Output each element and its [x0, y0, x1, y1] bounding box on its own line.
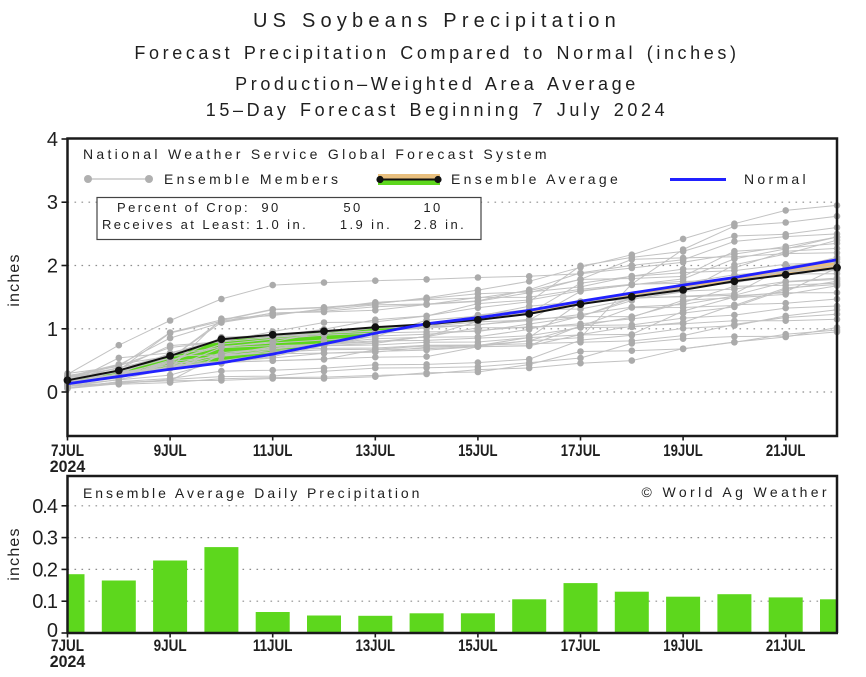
svg-text:11JUL: 11JUL: [253, 442, 293, 460]
svg-text:Forecast Precipitation Compare: Forecast Precipitation Compared to Norma…: [134, 43, 739, 63]
svg-text:15JUL: 15JUL: [458, 442, 498, 460]
svg-text:9JUL: 9JUL: [154, 637, 187, 655]
svg-text:11JUL: 11JUL: [253, 637, 293, 655]
svg-text:21JUL: 21JUL: [766, 442, 806, 460]
svg-text:3: 3: [47, 192, 58, 214]
svg-text:15JUL: 15JUL: [458, 637, 498, 655]
svg-text:1.0 in.: 1.0 in.: [256, 217, 308, 232]
svg-text:0.2: 0.2: [32, 559, 58, 581]
svg-text:7JUL: 7JUL: [51, 637, 84, 655]
svg-text:Ensemble Members: Ensemble Members: [164, 171, 341, 187]
svg-text:0.3: 0.3: [32, 528, 58, 550]
svg-text:13JUL: 13JUL: [356, 637, 396, 655]
svg-text:17JUL: 17JUL: [561, 442, 601, 460]
svg-text:Production–Weighted Area Avera: Production–Weighted Area Average: [235, 74, 639, 94]
svg-text:2: 2: [47, 256, 58, 278]
svg-text:4: 4: [47, 129, 58, 151]
svg-text:9JUL: 9JUL: [154, 442, 187, 460]
svg-text:inches: inches: [6, 527, 23, 580]
svg-text:15–Day Forecast Beginning 7 Ju: 15–Day Forecast Beginning 7 July 2024: [206, 100, 668, 120]
svg-text:National Weather Service Globa: National Weather Service Global Forecast…: [83, 146, 550, 162]
svg-text:50: 50: [343, 200, 362, 215]
svg-text:inches: inches: [6, 253, 23, 306]
svg-text:0: 0: [47, 620, 58, 642]
svg-text:2024: 2024: [50, 458, 86, 476]
svg-text:21JUL: 21JUL: [766, 637, 806, 655]
svg-text:19JUL: 19JUL: [663, 442, 703, 460]
svg-text:Percent of Crop:: Percent of Crop:: [117, 200, 250, 215]
svg-text:1.9 in.: 1.9 in.: [340, 217, 392, 232]
svg-text:2.8 in.: 2.8 in.: [414, 217, 466, 232]
svg-text:US Soybeans Precipitation: US Soybeans Precipitation: [253, 10, 621, 32]
svg-text:© World Ag Weather: © World Ag Weather: [642, 484, 831, 500]
svg-text:90: 90: [261, 200, 280, 215]
svg-text:Receives at Least:: Receives at Least:: [102, 217, 252, 232]
svg-text:2024: 2024: [50, 653, 86, 671]
svg-text:Ensemble Average: Ensemble Average: [451, 171, 621, 187]
svg-text:1: 1: [47, 319, 58, 341]
svg-text:13JUL: 13JUL: [356, 442, 396, 460]
svg-text:0.1: 0.1: [32, 591, 58, 613]
svg-text:Ensemble Average Daily Precipi: Ensemble Average Daily Precipitation: [83, 485, 422, 501]
svg-text:0: 0: [47, 382, 58, 404]
svg-text:10: 10: [423, 200, 442, 215]
svg-text:Normal: Normal: [744, 171, 809, 187]
svg-text:7JUL: 7JUL: [51, 442, 84, 460]
svg-text:17JUL: 17JUL: [561, 637, 601, 655]
svg-text:0.4: 0.4: [32, 496, 58, 518]
svg-text:19JUL: 19JUL: [663, 637, 703, 655]
